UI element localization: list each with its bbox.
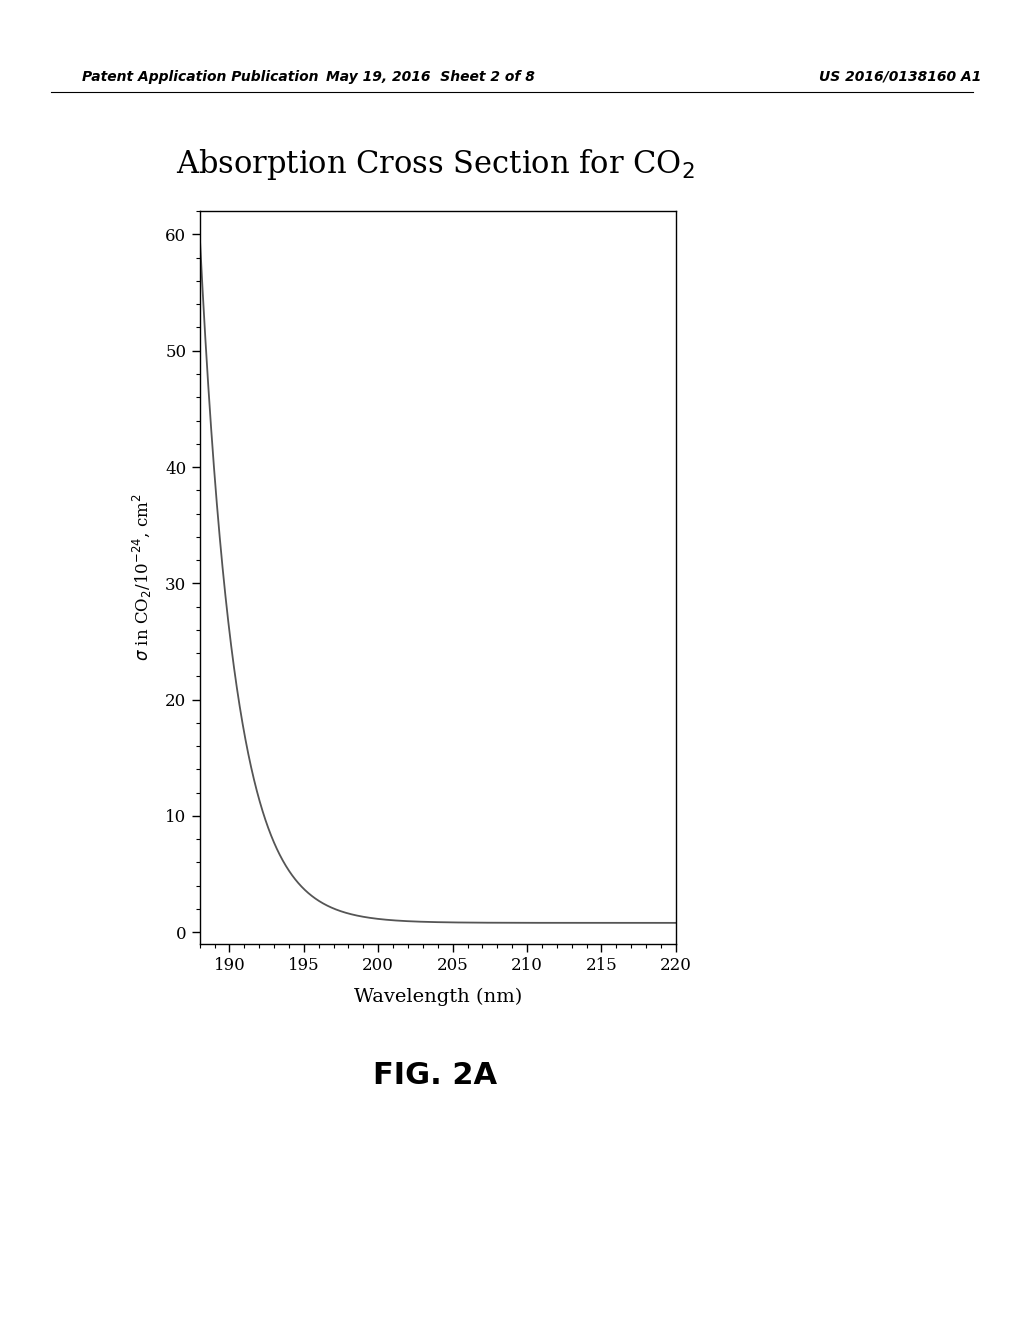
Text: FIG. 2A: FIG. 2A <box>373 1061 498 1090</box>
X-axis label: Wavelength (nm): Wavelength (nm) <box>353 987 522 1006</box>
Text: Absorption Cross Section for CO$_2$: Absorption Cross Section for CO$_2$ <box>176 148 694 182</box>
Y-axis label: $\sigma$ in CO$_2$/10$^{-24}$, cm$^2$: $\sigma$ in CO$_2$/10$^{-24}$, cm$^2$ <box>131 494 155 661</box>
Text: US 2016/0138160 A1: US 2016/0138160 A1 <box>819 70 982 83</box>
Text: May 19, 2016  Sheet 2 of 8: May 19, 2016 Sheet 2 of 8 <box>326 70 535 83</box>
Text: Patent Application Publication: Patent Application Publication <box>82 70 318 83</box>
